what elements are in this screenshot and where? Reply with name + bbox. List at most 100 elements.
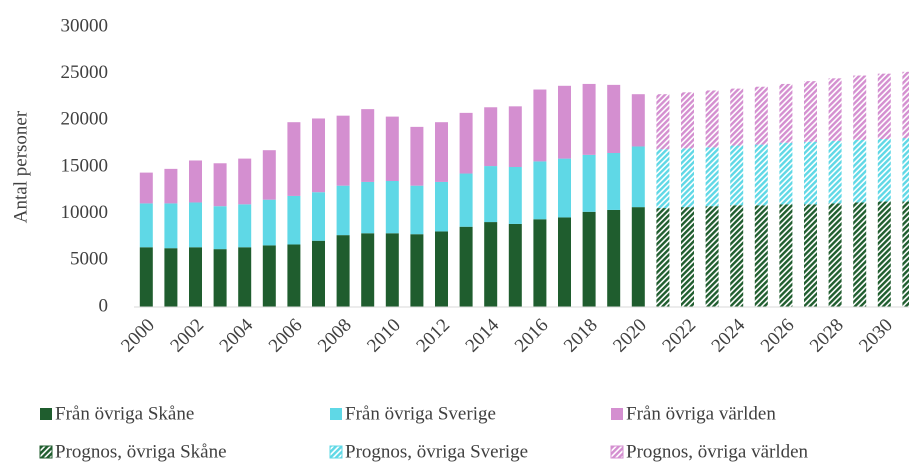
bar-segment xyxy=(213,206,227,250)
bar-segment xyxy=(238,204,252,248)
bar-segment xyxy=(558,158,571,218)
bar-segment xyxy=(287,122,301,196)
bar-segment xyxy=(779,142,793,205)
bar-segment xyxy=(730,145,744,206)
bar-segment xyxy=(459,226,473,307)
legend-swatch xyxy=(610,445,624,459)
bar-segment xyxy=(336,115,350,186)
legend-label: Från övriga världen xyxy=(626,403,776,424)
x-tick-label: 2000 xyxy=(117,315,159,357)
bar-segment xyxy=(804,204,817,307)
bar-segment xyxy=(804,141,817,205)
bar-segment xyxy=(631,207,645,307)
bar-segment xyxy=(385,181,399,234)
bar-segment xyxy=(262,199,276,246)
legend-label: Från övriga Skåne xyxy=(55,403,194,424)
bar-segment xyxy=(902,71,909,139)
bar-segment xyxy=(435,181,448,232)
bar-segment xyxy=(262,150,276,200)
bar-segment xyxy=(139,172,153,204)
x-tick-label: 2020 xyxy=(609,315,651,357)
legend-swatch xyxy=(330,408,342,420)
bar-segment xyxy=(558,85,571,159)
bar-segment xyxy=(189,160,202,203)
bar-segment xyxy=(361,109,375,182)
bar-segment xyxy=(410,185,424,235)
bar-segment xyxy=(484,166,498,223)
bar-segment xyxy=(139,203,153,248)
bar-segment xyxy=(804,81,817,142)
legend-swatch xyxy=(329,445,343,459)
x-tick-label: 2026 xyxy=(757,315,799,357)
bar-segment xyxy=(779,204,793,307)
bar-segment xyxy=(385,116,399,181)
bar-segment xyxy=(164,248,178,307)
legend-label: Från övriga Sverige xyxy=(345,403,496,424)
y-tick-label: 5000 xyxy=(70,249,108,270)
bar-segment xyxy=(164,203,178,249)
bar-segment xyxy=(533,89,547,162)
bar-segment xyxy=(533,161,547,220)
x-tick-label: 2024 xyxy=(708,314,750,356)
bar-segment xyxy=(189,202,202,248)
bar-segment xyxy=(312,118,325,193)
bar-segment xyxy=(828,140,842,204)
x-tick-label: 2008 xyxy=(314,315,356,357)
x-tick-label: 2014 xyxy=(462,314,504,356)
x-tick-label: 2030 xyxy=(855,315,897,357)
bar-segment xyxy=(705,147,719,207)
bar-segment xyxy=(139,247,153,307)
bar-segment xyxy=(705,90,719,148)
x-tick-label: 2028 xyxy=(806,315,848,357)
bar-segment xyxy=(558,217,571,307)
x-tick-label: 2002 xyxy=(166,315,208,357)
bar-segment xyxy=(631,94,645,147)
bar-segment xyxy=(508,223,522,307)
y-tick-label: 20000 xyxy=(61,109,109,130)
bar-segment xyxy=(853,202,867,307)
bar-segment xyxy=(484,222,498,307)
y-tick-label: 10000 xyxy=(61,202,109,223)
bar-segment xyxy=(213,249,227,307)
bar-segment xyxy=(754,144,768,206)
legend-swatch xyxy=(40,408,52,420)
bar-segment xyxy=(828,203,842,307)
bar-segment xyxy=(336,235,350,307)
bar-segment xyxy=(656,149,670,209)
bar-segment xyxy=(902,138,909,202)
bar-segment xyxy=(828,78,842,141)
bar-segment xyxy=(853,75,867,140)
bar-segment xyxy=(287,195,301,245)
bar-segment xyxy=(582,83,596,155)
bar-segment xyxy=(164,168,178,204)
bar-segment xyxy=(754,205,768,307)
x-tick-label: 2004 xyxy=(216,314,258,356)
bar-segment xyxy=(459,112,473,174)
bar-segment xyxy=(361,181,375,234)
x-tick-label: 2010 xyxy=(363,315,405,357)
bar-segment xyxy=(656,208,670,307)
y-tick-label: 30000 xyxy=(61,15,109,36)
bar-segment xyxy=(681,148,694,208)
bar-segment xyxy=(779,83,793,143)
bar-segment xyxy=(385,233,399,307)
bar-segment xyxy=(238,247,252,307)
bar-segment xyxy=(410,126,424,186)
bar-segment xyxy=(902,201,909,307)
bar-segment xyxy=(877,139,891,202)
x-tick-label: 2018 xyxy=(560,315,602,357)
legend-swatch xyxy=(611,408,623,420)
bar-segment xyxy=(459,173,473,227)
bar-segment xyxy=(336,185,350,236)
bar-segment xyxy=(508,167,522,224)
bar-segment xyxy=(312,240,325,307)
bar-segment xyxy=(262,245,276,307)
x-tick-label: 2006 xyxy=(265,315,307,357)
bar-segment xyxy=(754,86,768,145)
bar-segment xyxy=(484,107,498,167)
bar-segment xyxy=(877,73,891,139)
bar-segment xyxy=(189,247,202,307)
legend-label: Prognos, övriga Skåne xyxy=(55,441,227,462)
bar-segment xyxy=(361,233,375,307)
